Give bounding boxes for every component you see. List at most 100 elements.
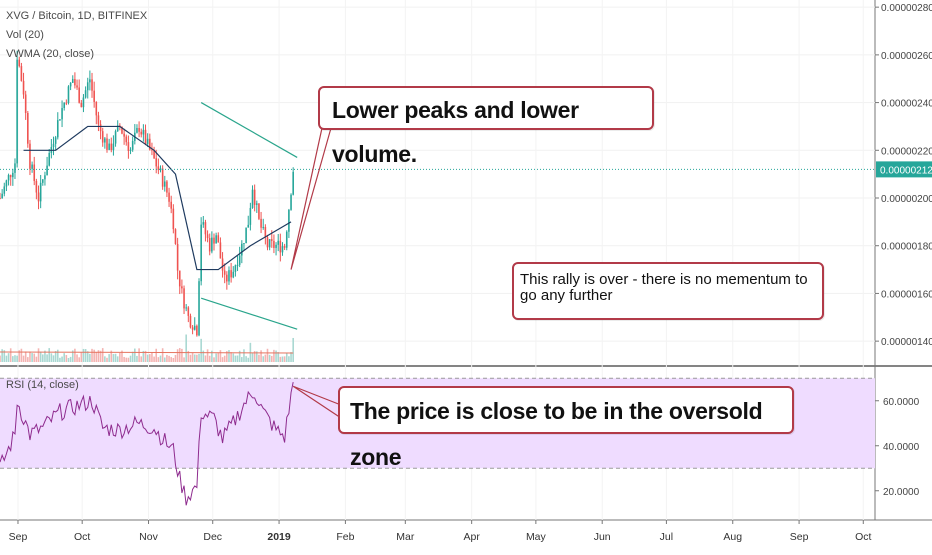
candle-body [187,307,190,316]
volume-bar [204,355,207,362]
volume-bar [108,354,110,362]
volume-bar [69,356,72,362]
volume-bar [146,354,149,362]
volume-bar [101,348,104,362]
candle-body [168,192,170,202]
volume-bar [76,354,78,362]
candle-body [93,90,95,102]
volume-bar [44,350,46,362]
volume-bar [215,353,217,362]
volume-bar [196,354,198,362]
time-tick-label: Sep [9,531,28,543]
candle-body [226,274,228,282]
candle-body [245,227,247,244]
volume-bar [82,348,85,362]
candle-body [159,168,162,171]
volume-bar [198,353,200,362]
candle-body [106,138,108,150]
volume-bar [116,356,119,362]
volume-bar [258,354,260,362]
candle-body [198,281,200,336]
volume-bar [65,355,68,362]
candle-body [249,207,252,225]
volume-bar [219,350,222,362]
volume-bar [200,338,202,362]
candle-body [116,125,119,132]
volume-bar [217,353,220,362]
volume-bar [61,356,63,362]
candle-body [56,120,59,138]
volume-bar [174,354,177,362]
volume-bar [71,350,74,362]
volume-bar [245,356,247,362]
volume-bar [9,348,12,362]
volume-bar [268,354,271,362]
candle-body [129,149,132,151]
volume-bar [234,355,237,362]
volume-bar [178,348,181,362]
candle-body [258,203,260,219]
volume-bar [208,355,211,362]
candle-body [279,240,282,253]
volume-bar [46,354,48,362]
candle-body [63,102,65,109]
candle-body [39,182,42,202]
volume-bar [42,354,44,362]
volume-bar [170,357,172,362]
candle-body [82,97,85,108]
time-tick-label: Jul [660,531,673,543]
callout-pointer-peaks [290,127,332,270]
volume-bar [31,353,33,362]
time-tick-label: Feb [336,531,354,543]
volume-bar [149,354,151,362]
candle-body [121,126,123,134]
candle-body [174,229,177,244]
candle-body [196,325,198,336]
vol-indicator-label: Vol (20) [6,29,44,41]
volume-bar [35,356,38,362]
volume-bar [275,350,277,362]
candle-body [52,143,55,147]
candle-body [176,243,179,271]
candle-body [151,149,153,151]
candle-body [27,113,29,144]
candle-body [131,140,134,150]
candle-body [144,129,147,145]
volume-bar [262,356,265,362]
candle-body [202,222,205,225]
price-tick-label: 0.00000200 [881,194,932,205]
callout-rally-over: This rally is over - there is no mementu… [512,262,824,320]
candle-body [0,198,1,200]
volume-bar [238,350,241,362]
volume-bar [288,356,290,362]
candle-body [86,82,89,91]
volume-bar [93,349,95,362]
trend-line-upper [200,102,298,158]
candle-body [136,127,138,133]
candle-body [80,102,83,108]
candle-body [108,143,110,150]
volume-bar [121,350,123,362]
candle-body [275,244,277,248]
candle-body [170,201,172,209]
volume-bar [7,353,10,362]
candle-body [204,222,207,235]
volume-bar [253,351,256,362]
candle-body [292,171,294,195]
volume-bar [37,348,40,362]
candle-body [238,255,241,265]
candle-body [95,101,98,116]
time-tick-label: Mar [396,531,415,543]
time-tick-label: Dec [203,531,222,543]
volume-bar [16,355,18,362]
candle-body [213,237,215,244]
callout-pointer-oversold [292,385,342,419]
rsi-tick-label: 60.0000 [883,397,920,408]
candle-body [18,59,21,67]
price-tick-label: 0.00000260 [881,51,932,62]
volume-bar [163,357,166,362]
volume-bar [144,350,147,362]
candle-body [166,181,168,193]
candle-body [12,172,14,178]
rsi-tick-label: 20.0000 [883,487,920,498]
